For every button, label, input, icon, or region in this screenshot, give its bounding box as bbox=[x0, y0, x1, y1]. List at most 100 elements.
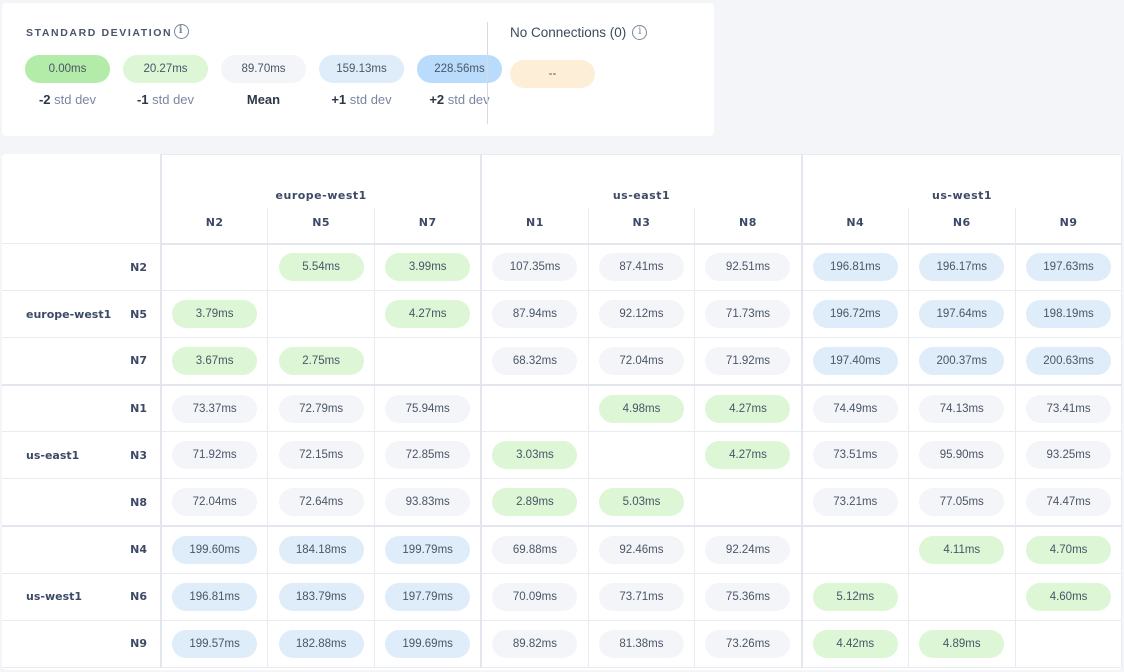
row-header: N2 bbox=[2, 242, 162, 292]
latency-pill[interactable]: 70.09ms bbox=[492, 582, 578, 611]
row-node-label: N6 bbox=[130, 590, 147, 604]
latency-pill[interactable]: 93.83ms bbox=[385, 488, 471, 517]
matrix-cell: 72.04ms bbox=[160, 478, 269, 527]
latency-pill[interactable]: 197.40ms bbox=[812, 346, 898, 375]
latency-pill[interactable]: 87.94ms bbox=[492, 300, 578, 329]
latency-pill[interactable]: 89.82ms bbox=[492, 629, 578, 658]
latency-pill[interactable]: 73.21ms bbox=[812, 488, 898, 517]
latency-pill[interactable]: 69.88ms bbox=[492, 535, 578, 564]
latency-pill[interactable]: 74.49ms bbox=[812, 394, 898, 423]
latency-pill[interactable]: 72.64ms bbox=[278, 488, 364, 517]
latency-pill[interactable]: 2.75ms bbox=[278, 346, 364, 375]
latency-pill[interactable]: 3.79ms bbox=[172, 300, 258, 329]
matrix-cell: 199.79ms bbox=[374, 525, 482, 574]
latency-pill[interactable]: 71.92ms bbox=[705, 346, 791, 375]
info-icon[interactable]: i bbox=[174, 24, 189, 39]
latency-pill[interactable]: 73.51ms bbox=[812, 441, 898, 470]
latency-pill[interactable]: 200.63ms bbox=[1026, 346, 1112, 375]
latency-pill[interactable]: 72.15ms bbox=[278, 441, 364, 470]
latency-pill[interactable]: 92.46ms bbox=[598, 535, 684, 564]
legend-item: 20.27ms -1 std dev bbox=[123, 55, 208, 107]
latency-pill[interactable]: 72.04ms bbox=[598, 346, 684, 375]
latency-pill[interactable]: 92.12ms bbox=[598, 300, 684, 329]
latency-pill[interactable]: 199.57ms bbox=[172, 629, 258, 658]
legend-pill: 228.56ms bbox=[417, 55, 502, 83]
latency-pill[interactable]: 4.27ms bbox=[385, 300, 471, 329]
latency-pill[interactable]: 197.79ms bbox=[385, 582, 471, 611]
row-header: europe-west1 N5 bbox=[2, 290, 162, 339]
latency-pill[interactable]: 3.67ms bbox=[172, 346, 258, 375]
row-header: us-west1 N6 bbox=[2, 572, 162, 621]
latency-pill[interactable]: 93.25ms bbox=[1026, 441, 1112, 470]
latency-pill[interactable]: 3.99ms bbox=[385, 253, 471, 282]
row-label: N1 bbox=[26, 402, 160, 415]
latency-pill[interactable]: 75.36ms bbox=[705, 582, 791, 611]
latency-pill[interactable]: 196.17ms bbox=[919, 253, 1005, 282]
latency-pill[interactable]: 4.11ms bbox=[919, 535, 1005, 564]
latency-pill[interactable]: 182.88ms bbox=[278, 629, 364, 658]
latency-pill[interactable]: 75.94ms bbox=[385, 394, 471, 423]
latency-pill[interactable]: 72.85ms bbox=[385, 441, 471, 470]
row-header: N1 bbox=[2, 383, 162, 433]
latency-pill[interactable]: 92.24ms bbox=[705, 535, 791, 564]
latency-pill[interactable]: 197.63ms bbox=[1026, 253, 1112, 282]
matrix-cell: 4.89ms bbox=[907, 619, 1016, 668]
matrix-cell: 72.85ms bbox=[374, 431, 482, 480]
latency-pill[interactable]: 74.13ms bbox=[919, 394, 1005, 423]
latency-pill[interactable]: 74.47ms bbox=[1026, 488, 1112, 517]
matrix-cell: 4.98ms bbox=[587, 383, 696, 433]
info-icon[interactable]: i bbox=[632, 24, 648, 40]
latency-pill[interactable]: 197.64ms bbox=[919, 300, 1005, 329]
latency-pill[interactable]: 73.26ms bbox=[705, 629, 791, 658]
row-node-label: N4 bbox=[130, 543, 147, 557]
latency-pill[interactable]: 5.54ms bbox=[278, 253, 364, 282]
latency-pill[interactable]: 4.70ms bbox=[1026, 535, 1112, 564]
latency-pill[interactable]: 73.37ms bbox=[172, 394, 258, 423]
latency-pill[interactable]: 196.81ms bbox=[172, 582, 258, 611]
row-header: us-east1 N3 bbox=[2, 431, 162, 480]
latency-pill[interactable]: 92.51ms bbox=[705, 253, 791, 282]
matrix-cell: 72.64ms bbox=[267, 478, 376, 527]
matrix-cell: 73.71ms bbox=[587, 572, 696, 621]
latency-pill[interactable]: 4.42ms bbox=[812, 629, 898, 658]
matrix-cell bbox=[267, 290, 376, 339]
latency-pill[interactable]: 95.90ms bbox=[919, 441, 1005, 470]
latency-pill[interactable]: 81.38ms bbox=[598, 629, 684, 658]
latency-pill[interactable]: 3.03ms bbox=[492, 441, 578, 470]
latency-pill[interactable]: 4.27ms bbox=[705, 441, 791, 470]
latency-pill[interactable]: 4.89ms bbox=[919, 629, 1005, 658]
latency-pill[interactable]: 199.69ms bbox=[385, 629, 471, 658]
latency-pill[interactable]: 71.73ms bbox=[705, 300, 791, 329]
latency-pill[interactable]: 199.60ms bbox=[172, 535, 258, 564]
latency-pill[interactable]: 5.12ms bbox=[812, 582, 898, 611]
matrix-cell: 87.94ms bbox=[480, 290, 589, 339]
latency-pill[interactable]: 184.18ms bbox=[278, 535, 364, 564]
latency-pill[interactable]: 196.72ms bbox=[812, 300, 898, 329]
latency-pill[interactable]: 72.79ms bbox=[278, 394, 364, 423]
std-dev-title: STANDARD DEVIATION i bbox=[26, 24, 189, 39]
latency-pill[interactable]: 68.32ms bbox=[492, 346, 578, 375]
latency-pill[interactable]: 77.05ms bbox=[919, 488, 1005, 517]
latency-pill[interactable]: 73.41ms bbox=[1026, 394, 1112, 423]
latency-pill[interactable]: 4.27ms bbox=[705, 394, 791, 423]
latency-pill[interactable]: 199.79ms bbox=[385, 535, 471, 564]
latency-pill[interactable]: 196.81ms bbox=[812, 253, 898, 282]
latency-pill[interactable]: 2.89ms bbox=[492, 488, 578, 517]
latency-pill[interactable]: 4.60ms bbox=[1026, 582, 1112, 611]
matrix-cell bbox=[160, 242, 269, 292]
matrix-cell: 69.88ms bbox=[480, 525, 589, 574]
latency-pill[interactable]: 200.37ms bbox=[919, 346, 1005, 375]
matrix-cell: 93.83ms bbox=[374, 478, 482, 527]
latency-pill[interactable]: 87.41ms bbox=[598, 253, 684, 282]
latency-pill[interactable]: 198.19ms bbox=[1026, 300, 1112, 329]
latency-pill[interactable]: 73.71ms bbox=[598, 582, 684, 611]
table-row: N2 5.54ms 3.99ms 107.35ms 87.41ms 92.51ms 196.… bbox=[2, 242, 1122, 292]
latency-pill[interactable]: 5.03ms bbox=[598, 488, 684, 517]
legend-item: 228.56ms +2 std dev bbox=[417, 55, 502, 107]
latency-pill[interactable]: 107.35ms bbox=[492, 253, 578, 282]
latency-pill[interactable]: 72.04ms bbox=[172, 488, 258, 517]
latency-pill[interactable]: 4.98ms bbox=[598, 394, 684, 423]
matrix-cell: 92.46ms bbox=[587, 525, 696, 574]
latency-pill[interactable]: 183.79ms bbox=[278, 582, 364, 611]
latency-pill[interactable]: 71.92ms bbox=[172, 441, 258, 470]
